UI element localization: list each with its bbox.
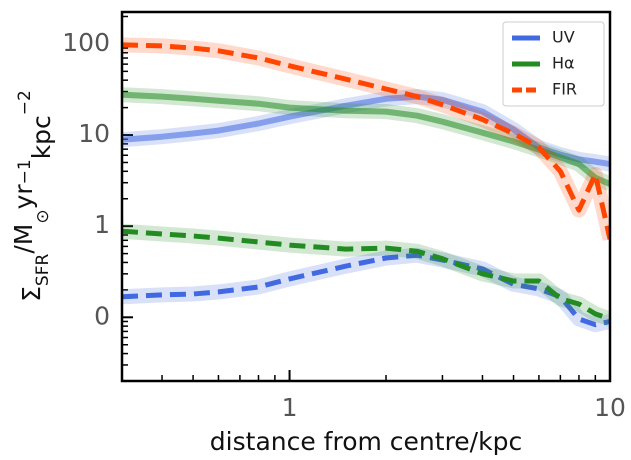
series-band bbox=[122, 247, 610, 333]
y-label-part: kpc bbox=[27, 115, 56, 159]
x-tick-label: 1 bbox=[282, 393, 298, 422]
legend-box bbox=[502, 21, 605, 107]
y-label-part: ⊙ bbox=[33, 209, 53, 223]
y-tick-label: 10 bbox=[78, 119, 110, 148]
legend-label: UV bbox=[552, 28, 575, 47]
plot-frame bbox=[120, 10, 612, 383]
legend-label: FIR bbox=[552, 80, 577, 99]
series-line bbox=[122, 91, 610, 187]
series-band bbox=[122, 223, 610, 327]
y-label-part: yr bbox=[9, 184, 38, 210]
y-tick-label: 0 bbox=[94, 301, 110, 330]
y-tick-label: 1 bbox=[94, 210, 110, 239]
y-label-part: SFR bbox=[33, 254, 53, 287]
y-label-part: Σ bbox=[17, 286, 46, 302]
y-tick-label: 100 bbox=[62, 28, 110, 57]
x-tick-label: 10 bbox=[594, 393, 626, 422]
x-axis-label: distance from centre/kpc bbox=[210, 427, 522, 456]
y-axis-label: ΣSFR/M⊙yr−1kpc−2 bbox=[9, 90, 56, 302]
series-line bbox=[122, 228, 610, 322]
series-line bbox=[122, 42, 610, 240]
y-label-part: /M bbox=[9, 224, 38, 254]
legend-label: Hα bbox=[552, 54, 575, 73]
y-label-part: −2 bbox=[15, 90, 35, 115]
series-line bbox=[122, 252, 610, 328]
y-label-part: −1 bbox=[15, 159, 35, 184]
